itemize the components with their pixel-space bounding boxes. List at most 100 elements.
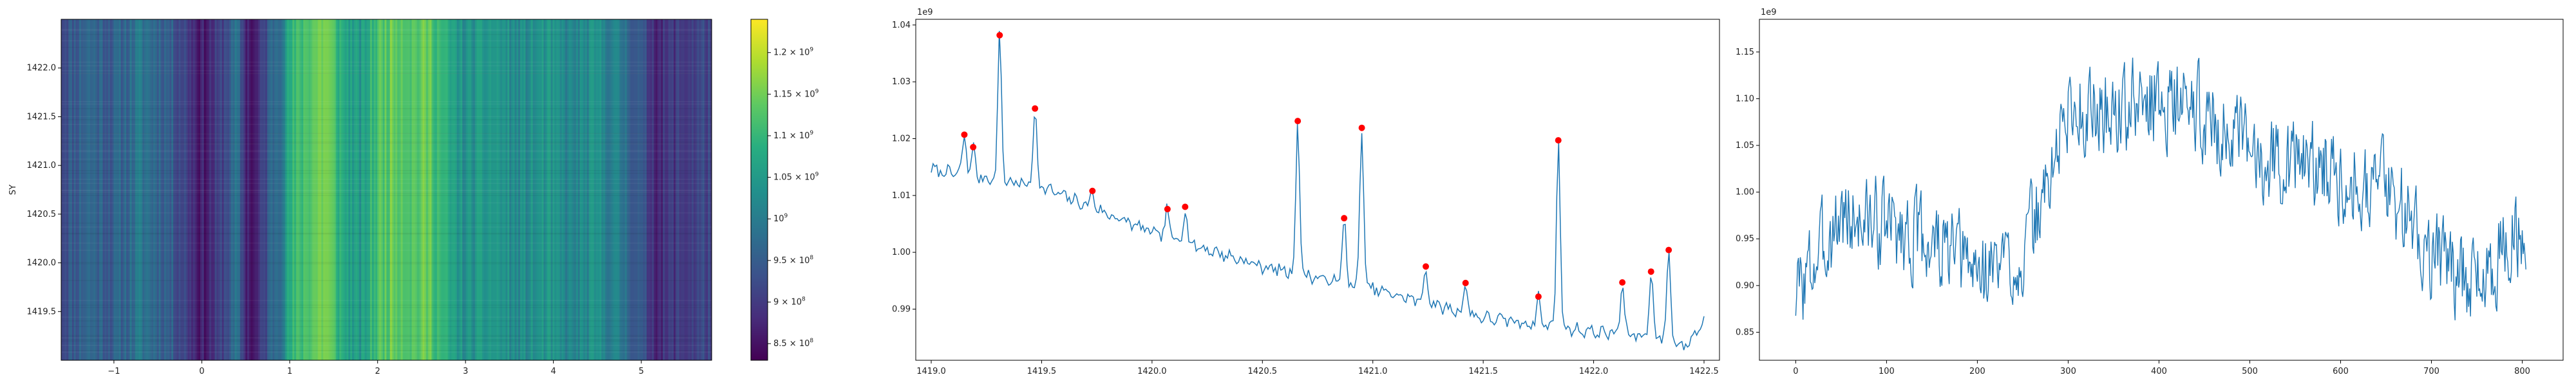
heatmap-row-band <box>61 190 712 192</box>
heatmap-column <box>194 19 198 360</box>
heatmap-column <box>393 19 396 360</box>
heatmap-column <box>384 19 387 360</box>
heatmap-column <box>366 19 369 360</box>
heatmap-row-band <box>61 61 712 63</box>
heatmap-column <box>412 19 414 360</box>
heatmap-column <box>147 19 151 360</box>
series-x-tick-label: 100 <box>1879 367 1895 376</box>
heatmap-column <box>363 19 365 360</box>
heatmap-column <box>305 19 308 360</box>
heatmap-column <box>104 19 107 360</box>
heatmap-column <box>630 19 633 360</box>
heatmap-column <box>513 19 515 360</box>
heatmap-column <box>545 19 548 360</box>
heatmap-column <box>216 19 219 360</box>
heatmap-column <box>323 19 326 360</box>
heatmap-column <box>62 19 66 360</box>
heatmap-column <box>397 19 400 360</box>
heatmap-column <box>102 19 105 360</box>
heatmap-column <box>502 19 504 360</box>
peaks-plot-frame <box>915 19 1720 361</box>
heatmap-column <box>643 19 645 360</box>
heatmap-column <box>480 19 483 360</box>
heatmap-column <box>138 19 142 360</box>
heatmap-column <box>377 19 380 360</box>
heatmap-y-axis: 1419.5 1420.0 1420.5 1421.0 1421.5 1422.0 <box>27 64 61 317</box>
heatmap-column <box>451 19 454 360</box>
heatmap-column <box>294 19 297 360</box>
heatmap-row-band <box>61 158 712 160</box>
heatmap-column <box>486 19 488 360</box>
heatmap-column <box>462 19 465 360</box>
heatmap-column <box>475 19 477 360</box>
heatmap-column <box>285 19 288 360</box>
heatmap-column <box>567 19 569 360</box>
heatmap-column <box>504 19 506 360</box>
heatmap-column <box>269 19 272 360</box>
heatmap-column <box>421 19 423 360</box>
heatmap-row-band <box>61 300 712 301</box>
heatmap-column <box>437 19 439 360</box>
heatmap-column <box>328 19 331 360</box>
heatmap-column <box>647 19 649 360</box>
colorbar-tick-label: 109 <box>773 213 788 224</box>
heatmap-column <box>589 19 591 360</box>
heatmap-row-band <box>61 33 712 35</box>
peaks-x-tick-label: 1422.5 <box>1689 367 1719 376</box>
heatmap-column <box>254 19 257 360</box>
heatmap-column <box>659 19 662 360</box>
heatmap-column <box>639 19 642 360</box>
heatmap-column <box>675 19 678 360</box>
heatmap-column <box>229 19 232 360</box>
heatmap-column <box>97 19 100 360</box>
heatmap-column <box>668 19 671 360</box>
heatmap-column <box>160 19 163 360</box>
heatmap-column <box>688 19 690 360</box>
heatmap-column <box>498 19 501 360</box>
heatmap-column <box>468 19 470 360</box>
heatmap-column <box>600 19 602 360</box>
heatmap-column <box>446 19 448 360</box>
heatmap-column <box>155 19 158 360</box>
heatmap-column <box>124 19 127 360</box>
heatmap-column <box>406 19 409 360</box>
heatmap-column <box>290 19 293 360</box>
peaks-x-tick-label: 1420.5 <box>1248 367 1278 376</box>
heatmap-column <box>453 19 456 360</box>
heatmap-column <box>601 19 604 360</box>
heatmap-column <box>495 19 497 360</box>
heatmap-column <box>106 19 109 360</box>
heatmap-column <box>665 19 667 360</box>
heatmap-column <box>636 19 638 360</box>
heatmap-column <box>185 19 188 360</box>
heatmap-column <box>213 19 216 360</box>
heatmap-row-band <box>61 142 712 143</box>
heatmap-column <box>457 19 459 360</box>
heatmap-column <box>404 19 407 360</box>
heatmap-row-band <box>61 340 712 342</box>
heatmap-column <box>187 19 190 360</box>
heatmap-column <box>627 19 629 360</box>
heatmap-column <box>66 19 69 360</box>
heatmap-column <box>439 19 441 360</box>
series-x-tick-label: 300 <box>2060 367 2076 376</box>
peaks-y-tick-label: 0.99 <box>892 305 911 315</box>
heatmap-row-band <box>61 104 712 105</box>
heatmap-column <box>690 19 692 360</box>
heatmap-column <box>580 19 582 360</box>
series-y-tick-label: 1.15 <box>1736 48 1754 57</box>
heatmap-column <box>625 19 627 360</box>
heatmap-column <box>399 19 402 360</box>
heatmap-row-band <box>61 133 712 134</box>
heatmap-y-tick-label: 1420.0 <box>27 259 57 268</box>
heatmap-column <box>623 19 625 360</box>
heatmap-column <box>576 19 578 360</box>
heatmap-column <box>652 19 654 360</box>
heatmap-column <box>149 19 152 360</box>
heatmap-column <box>238 19 241 360</box>
heatmap-column <box>325 19 328 360</box>
heatmap-column <box>450 19 452 360</box>
heatmap-column <box>348 19 351 360</box>
heatmap-column <box>695 19 698 360</box>
